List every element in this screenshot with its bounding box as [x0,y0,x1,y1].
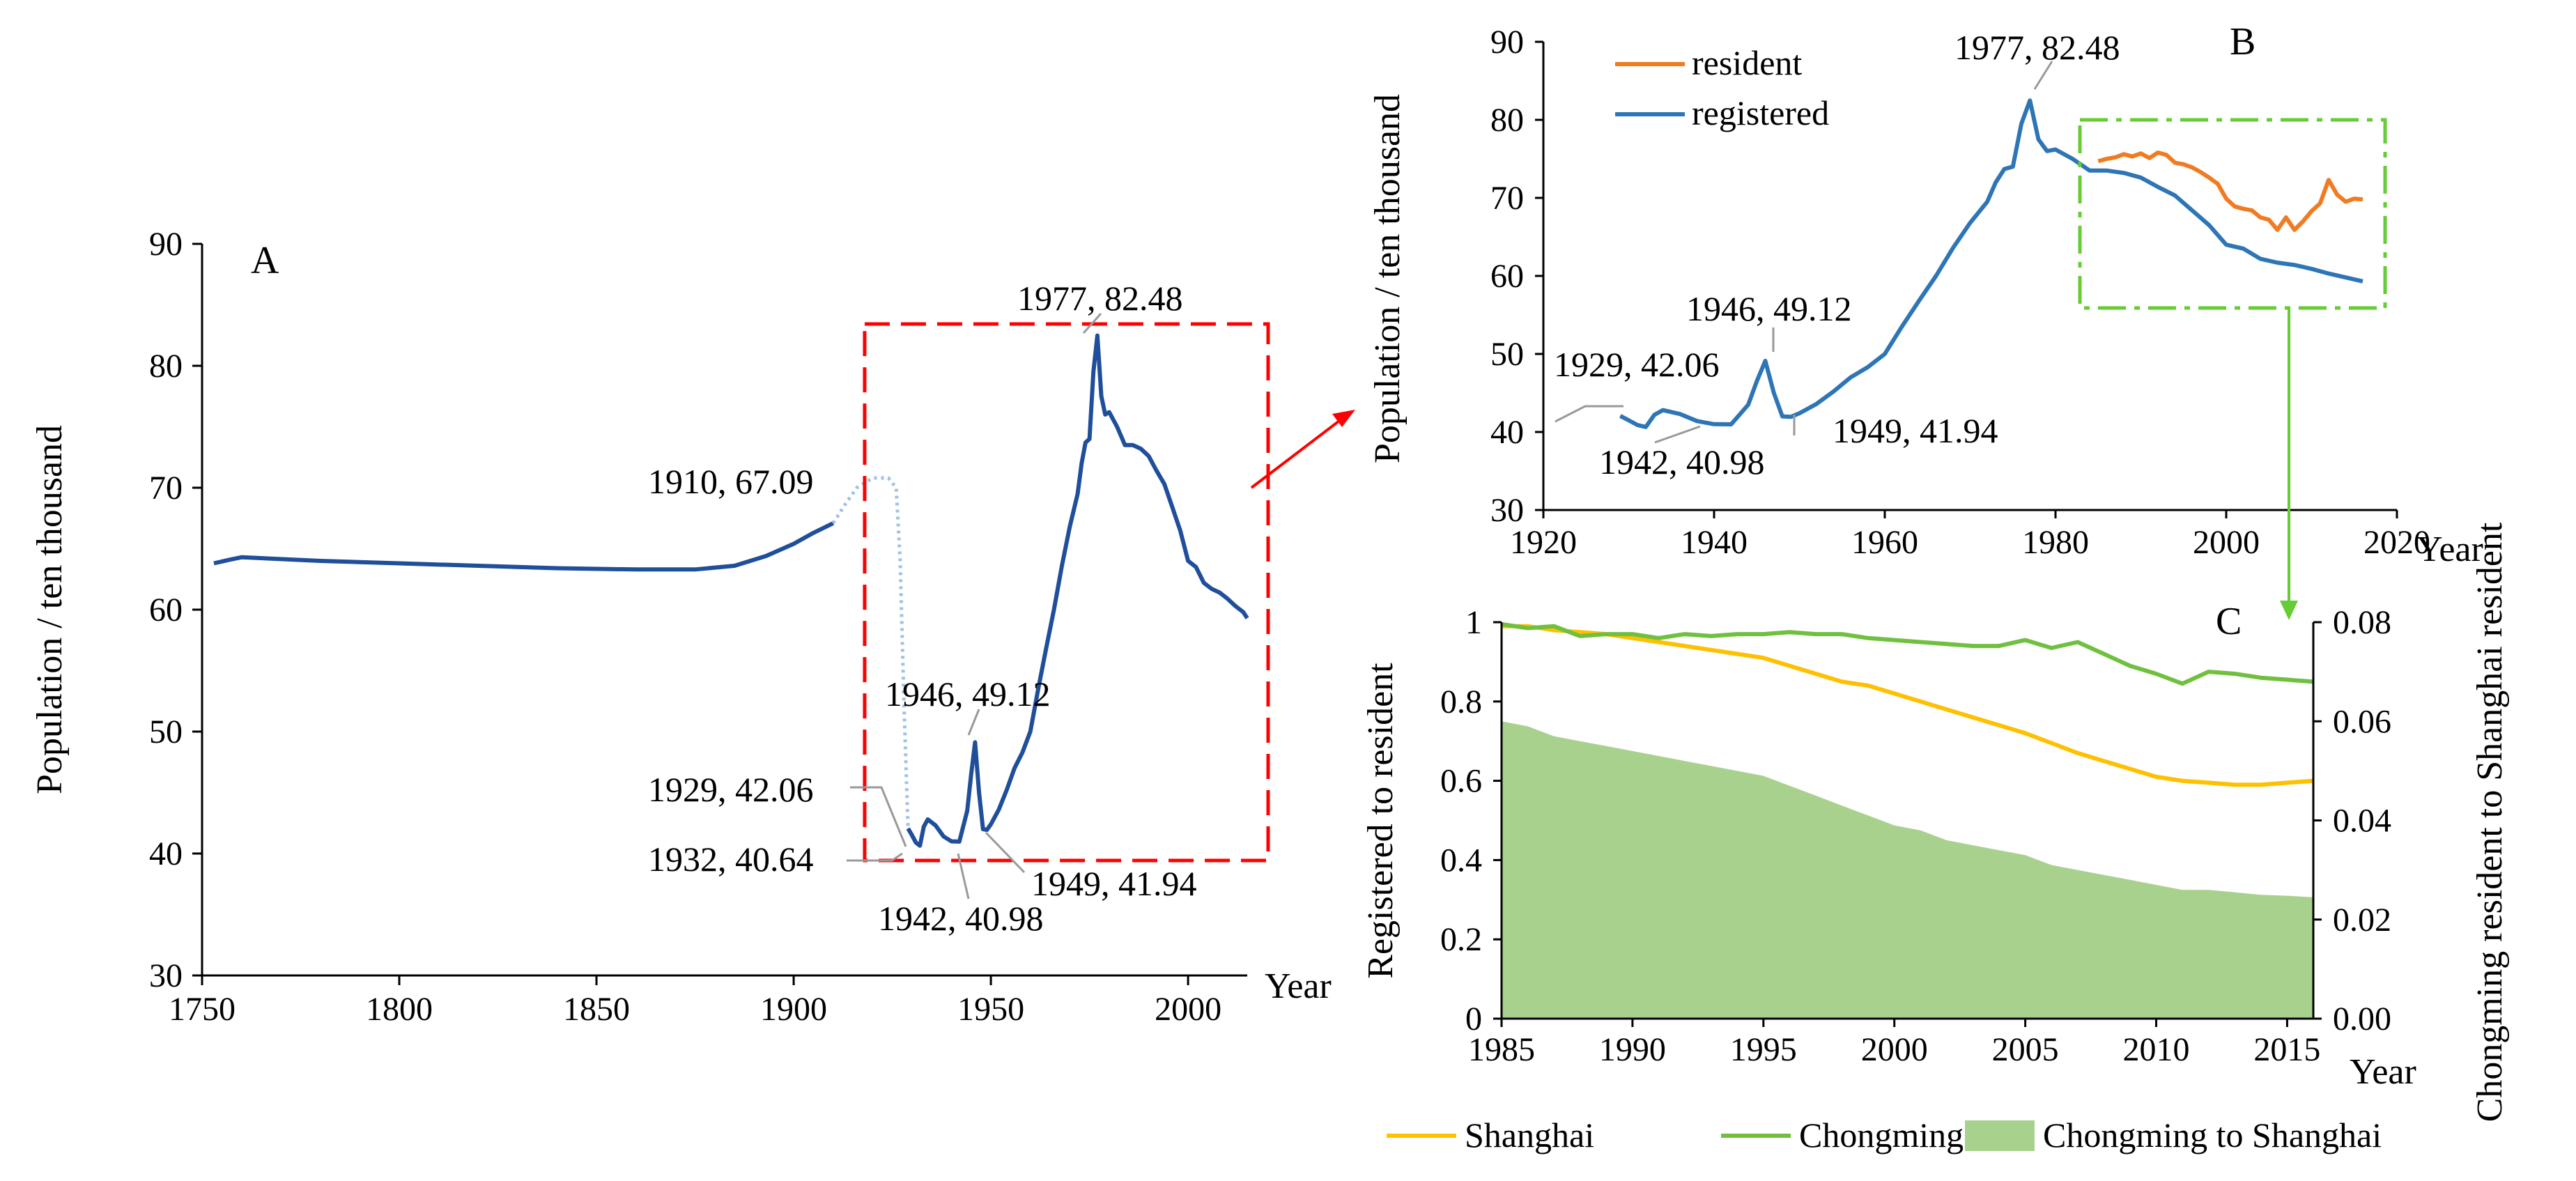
panel-c-y-title: Registered to resident [1361,663,1401,979]
panel-a-annotation-leader [957,853,970,900]
panel-c-ytick-label: 0.6 [1440,763,1482,800]
panel-a-ytick-label: 70 [149,470,183,507]
panel-a-annotation-leader [967,709,980,736]
panel-c-series-chongming [1501,622,2314,686]
panel-c-x-title: Year [2350,1052,2416,1092]
panel-b-ytick-label: 60 [1490,258,1524,295]
panel-c-legend-label: Chongming [1799,1116,1964,1155]
panel-a-annotation: 1929, 42.06 [648,770,814,809]
panel-a-xtick-label: 1750 [169,991,236,1028]
panel-a-ytick-label: 40 [149,835,183,872]
panel-c-xtick-label: 1985 [1468,1031,1535,1068]
panel-c-legend-label: Chongming to Shanghai [2043,1116,2382,1155]
panel-a-annotation: 1946, 49.12 [885,674,1051,713]
panel-c-xtick-label: 2010 [2123,1031,2190,1068]
panel-b-ytick-label: 70 [1490,180,1524,217]
zoom-arrowhead-a-to-b [1332,410,1355,427]
panel-c-y2tick-label: 0.02 [2333,902,2391,939]
panel-a-annotation-leader [850,786,907,847]
panel-b-annotation-leader [2033,61,2053,90]
panel-a-annotation: 1949, 41.94 [1031,864,1197,903]
panel-c-y2tick-label: 0.08 [2333,604,2391,641]
panel-c-y2tick-label: 0.04 [2333,803,2391,840]
panel-a-y-title: Population / ten thousand [30,425,70,794]
panel-a-ytick-label: 60 [149,592,183,628]
panel-c-y2tick-label: 0.00 [2333,1001,2391,1037]
panel-c-y2tick-label: 0.06 [2333,703,2391,740]
panel-c-ytick-label: 0.4 [1440,842,1482,879]
panel-b-xtick-label: 2020 [2363,524,2430,561]
panel-b-ytick-label: 80 [1490,102,1524,139]
panel-c-ytick-label: 0.8 [1440,684,1482,720]
panel-c-letter: C [2216,600,2242,643]
panel-b-x-title: Year [2416,530,2483,569]
panel-a-ytick-label: 90 [149,226,183,263]
zoom-arrowhead-b-to-c [2280,601,2298,620]
panel-a-ytick-label: 30 [149,957,183,994]
panel-b-annotation: 1942, 40.98 [1599,442,1765,481]
panel-b-xtick-label: 1920 [1510,524,1577,561]
panel-a-xtick-label: 1950 [957,991,1024,1028]
panel-c-xtick-label: 2000 [1861,1031,1928,1068]
panel-c-ytick-label: 0 [1465,1001,1482,1037]
panel-c-ytick-label: 0.2 [1440,921,1482,958]
panel-a-annotation: 1942, 40.98 [878,899,1044,938]
panel-c-legend-label: Shanghai [1465,1116,1594,1155]
panel-b-highlight-box [2078,118,2387,310]
panel-b-series-registered [1619,98,2363,429]
panel-b-annotation: 1946, 49.12 [1686,289,1852,328]
panel-a-series-recorded [906,333,1249,848]
panel-b-legend-label: resident [1692,43,1802,82]
panel-a-series-historical [213,521,835,572]
panel-b-annotation: 1977, 82.48 [1954,28,2120,67]
zoom-arrow-a-to-b [1250,415,1346,489]
panel-b-xtick-label: 2000 [2193,524,2260,561]
panel-a-ytick-label: 50 [149,713,183,750]
panel-a-ytick-label: 80 [149,348,183,385]
panel-c-y2-title: Chongming resident to Shanghai resident [2470,522,2510,1122]
panel-b-legend-label: registered [1692,93,1829,132]
panel-a-x-title: Year [1265,966,1332,1006]
panel-b-annotation: 1949, 41.94 [1833,411,1998,450]
panel-b-xtick-label: 1940 [1681,524,1748,561]
panel-a-xtick-label: 2000 [1155,991,1221,1028]
panel-b-ytick-label: 90 [1490,24,1524,61]
panel-b-xtick-label: 1980 [2022,524,2089,561]
panel-a-letter: A [251,239,279,282]
panel-b-annotation: 1929, 42.06 [1554,345,1720,384]
panel-c-xtick-label: 2005 [1992,1031,2059,1068]
panel-a-annotation-leader [1082,313,1102,334]
panel-a-highlight-box [863,322,1270,863]
panel-c-ytick-label: 1 [1465,604,1482,641]
panel-a-annotation: 1910, 67.09 [648,462,814,501]
panel-c-series-shanghai [1502,624,2314,787]
panel-b-ytick-label: 30 [1490,492,1524,529]
panel-b-annotation-leader [1654,425,1701,444]
panel-c-legend-swatch [1965,1120,2035,1151]
panel-b-series-resident [2097,150,2363,232]
panel-a-annotation: 1932, 40.64 [648,840,814,879]
panel-a-annotation-leader [847,852,903,862]
panel-b-letter: B [2230,20,2255,63]
panel-a-xtick-label: 1800 [366,991,433,1028]
panel-c-xtick-label: 1995 [1730,1031,1797,1068]
panel-a-annotation: 1977, 82.48 [1017,279,1183,318]
panel-c-xtick-label: 2015 [2253,1031,2320,1068]
panel-a-annotation-leader [985,831,1026,874]
panel-b-y-title: Population / ten thousand [1368,94,1407,463]
panel-b-annotation-leader [1555,405,1624,423]
panel-b-ytick-label: 40 [1490,414,1524,451]
panel-a-xtick-label: 1900 [760,991,827,1028]
panel-b-ytick-label: 50 [1490,336,1524,373]
panel-c-area-chongming-to-shanghai [1502,721,2313,1019]
panel-c-xtick-label: 1990 [1599,1031,1666,1068]
panel-a-series-gap [831,476,910,829]
panel-b-xtick-label: 1960 [1851,524,1918,561]
panel-a-xtick-label: 1850 [563,991,630,1028]
